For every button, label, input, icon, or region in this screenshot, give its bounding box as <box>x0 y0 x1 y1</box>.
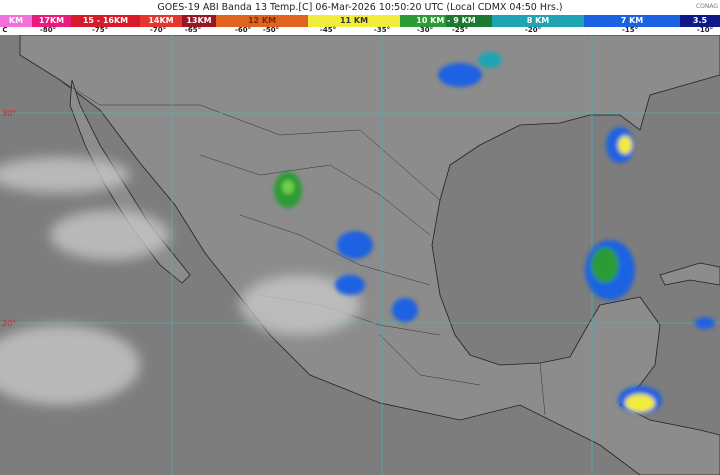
image-title: GOES-19 ABI Banda 13 Temp.[C] 06-Mar-202… <box>0 0 720 15</box>
latitude-label: 20° <box>2 319 16 328</box>
conagua-logo: CONAG <box>695 3 718 10</box>
legend-segment: 3.5 <box>680 15 720 27</box>
legend-segment: 15 - 16KM <box>71 15 140 27</box>
temp-tick: -10° <box>696 26 714 34</box>
legend-segment: KM <box>0 15 32 27</box>
satellite-map[interactable]: 30° 20° <box>0 35 720 475</box>
temperature-scale: C -80° -75° -70° -65° -60° -50° -45° -35… <box>0 26 720 35</box>
legend-segment: 7 KM <box>584 15 680 27</box>
temp-tick: -15° <box>621 26 639 34</box>
temp-tick: -50° <box>262 26 280 34</box>
legend-segment: 11 KM <box>308 15 400 27</box>
temp-tick: -80° <box>39 26 57 34</box>
legend-segment: 13KM <box>182 15 216 27</box>
legend-segment: 8 KM <box>492 15 584 27</box>
temp-tick: -20° <box>524 26 542 34</box>
cloud-top-height-legend: KM 17KM 15 - 16KM 14KM 13KM 12 KM 11 KM … <box>0 15 720 27</box>
temp-tick: -30° <box>416 26 434 34</box>
legend-segment: 12 KM <box>216 15 308 27</box>
convective-clouds <box>274 52 715 414</box>
temp-tick: -35° <box>373 26 391 34</box>
temp-tick: -45° <box>319 26 337 34</box>
temp-tick: -65° <box>184 26 202 34</box>
high-cloud-band <box>0 157 360 405</box>
temp-tick: C <box>2 26 8 34</box>
legend-segment: 10 KM - 9 KM <box>400 15 492 27</box>
baja-california-peninsula <box>69 79 191 284</box>
cuba-island <box>659 262 720 286</box>
legend-segment: 14KM <box>140 15 182 27</box>
temp-tick: -70° <box>149 26 167 34</box>
legend-segment: 17KM <box>32 15 71 27</box>
latitude-label: 30° <box>2 109 16 118</box>
temp-tick: -75° <box>91 26 109 34</box>
temp-tick: -25° <box>451 26 469 34</box>
temp-tick: -60° <box>234 26 252 34</box>
